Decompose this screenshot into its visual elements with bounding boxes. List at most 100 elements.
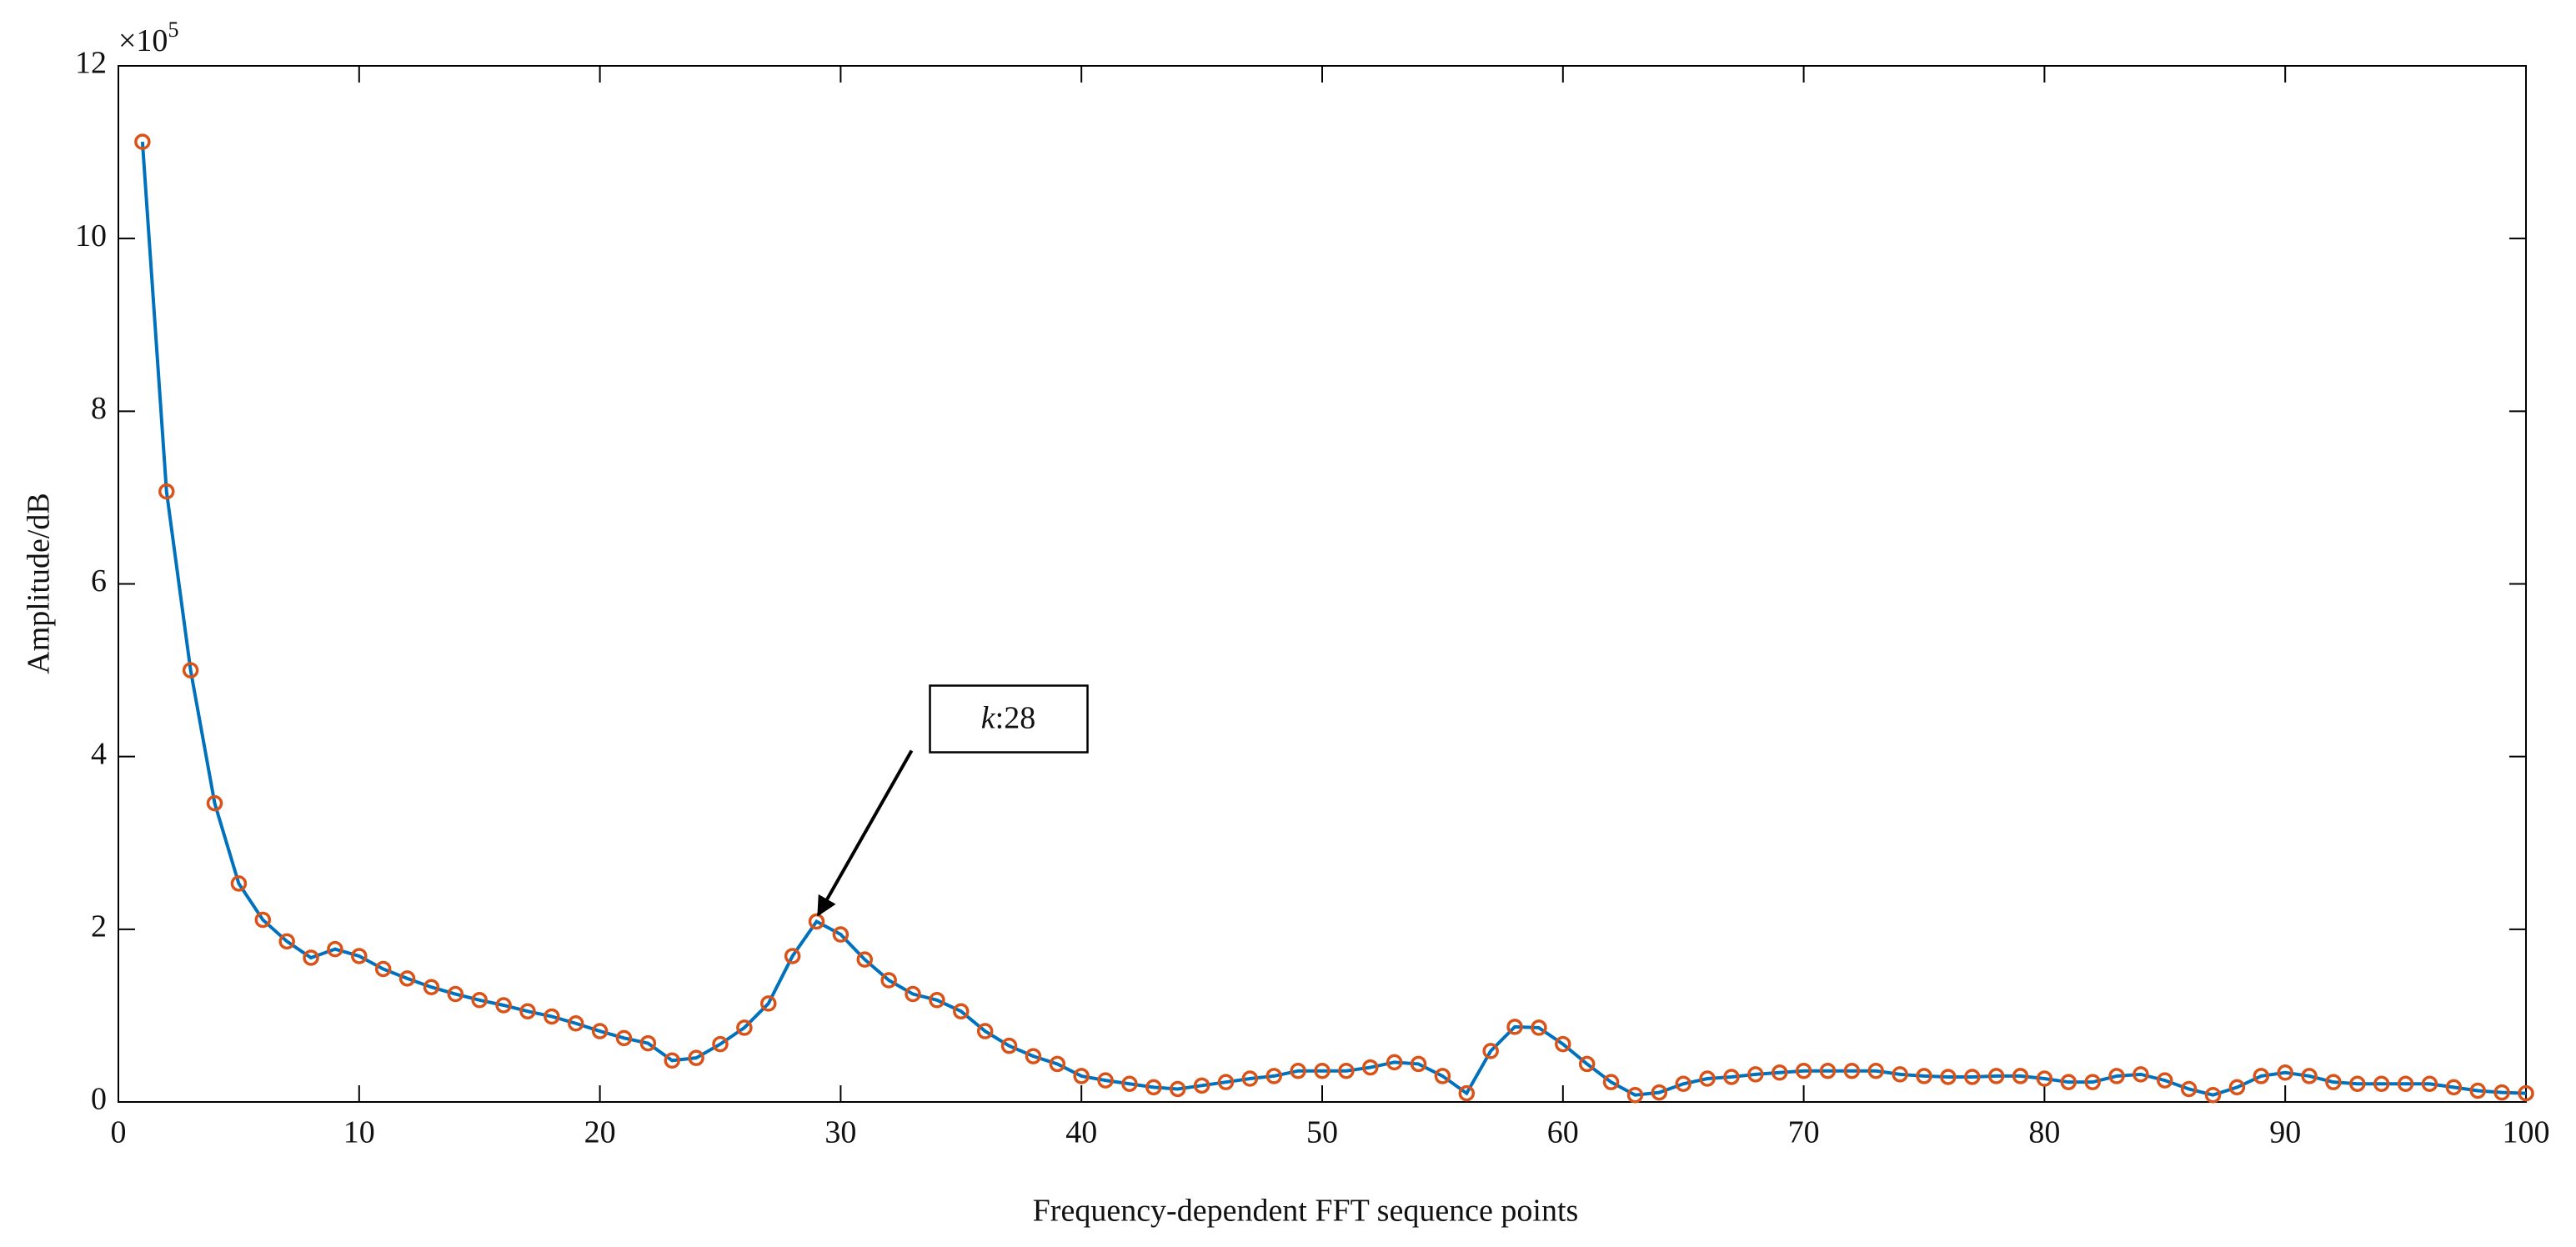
data-point xyxy=(1169,1080,1186,1098)
data-point xyxy=(1290,1062,1306,1079)
x-tick-label: 20 xyxy=(584,1115,616,1150)
data-point xyxy=(1987,1068,2005,1084)
data-point xyxy=(688,1049,704,1066)
data-point xyxy=(1265,1068,1282,1084)
data-point xyxy=(544,1008,560,1025)
x-tick-label: 90 xyxy=(2269,1115,2301,1150)
data-point xyxy=(905,985,921,1003)
data-point xyxy=(2180,1080,2198,1098)
data-point xyxy=(856,951,874,968)
data-point xyxy=(2253,1068,2270,1084)
data-point xyxy=(327,940,343,958)
multiplier-exponent: 5 xyxy=(168,18,178,42)
data-point xyxy=(2228,1079,2246,1096)
data-point xyxy=(1916,1068,1932,1084)
data-point xyxy=(1892,1066,1908,1083)
data-point xyxy=(254,911,272,929)
data-point xyxy=(2132,1066,2149,1083)
data-point xyxy=(1434,1068,1451,1084)
data-point xyxy=(1555,1035,1571,1053)
data-point xyxy=(158,483,175,500)
data-point xyxy=(2469,1082,2486,1099)
data-point xyxy=(2373,1075,2390,1092)
plot-frame xyxy=(118,65,2527,1103)
data-point xyxy=(664,1052,680,1069)
y-tick-label: 0 xyxy=(91,1082,107,1117)
data-point xyxy=(2397,1075,2414,1092)
annotation-box xyxy=(929,684,1089,754)
data-point xyxy=(1795,1062,1812,1079)
data-point xyxy=(374,960,392,978)
data-point xyxy=(2108,1068,2125,1084)
data-point xyxy=(1747,1066,1764,1083)
data-point xyxy=(1193,1077,1210,1094)
data-point xyxy=(1025,1048,1042,1064)
data-point xyxy=(2421,1075,2438,1092)
data-point xyxy=(1145,1079,1162,1096)
data-point xyxy=(1073,1068,1090,1084)
y-tick-label: 8 xyxy=(91,391,107,426)
data-point xyxy=(495,997,512,1014)
data-point xyxy=(471,992,488,1009)
x-tick-label: 80 xyxy=(2028,1115,2060,1150)
x-tick-label: 100 xyxy=(2503,1115,2550,1150)
data-point xyxy=(2349,1075,2366,1092)
data-point xyxy=(303,949,319,966)
data-point xyxy=(2204,1086,2222,1104)
data-point xyxy=(832,926,849,943)
data-point xyxy=(1699,1070,1716,1087)
data-point xyxy=(760,995,777,1012)
y-tick-label: 10 xyxy=(75,218,107,253)
data-point xyxy=(2157,1072,2173,1089)
data-point xyxy=(230,875,248,892)
data-point xyxy=(1338,1062,1355,1079)
series-line xyxy=(140,142,2527,1097)
annotation-arrow xyxy=(816,749,914,917)
data-point xyxy=(1651,1084,1668,1101)
data-point xyxy=(784,948,801,964)
y-tick-label: 12 xyxy=(75,46,107,81)
data-point xyxy=(1458,1084,1476,1102)
data-point xyxy=(2012,1068,2029,1084)
data-point xyxy=(1626,1086,1644,1104)
data-point xyxy=(1217,1074,1235,1090)
data-point xyxy=(1867,1062,1884,1079)
data-point xyxy=(567,1014,584,1032)
data-point xyxy=(639,1034,657,1052)
y-tick-label: 2 xyxy=(91,909,107,944)
y-tick-label: 6 xyxy=(91,563,107,598)
data-point xyxy=(1410,1055,1427,1073)
data-point xyxy=(351,948,368,964)
data-point xyxy=(134,133,151,150)
data-point xyxy=(2518,1084,2534,1102)
data-point xyxy=(1771,1064,1788,1081)
data-point xyxy=(2445,1079,2463,1096)
data-point xyxy=(1049,1055,1066,1073)
annotation-value: :28 xyxy=(995,700,1036,735)
y-multiplier: ×105 xyxy=(118,18,178,58)
multiplier-base: ×10 xyxy=(118,23,168,58)
data-point xyxy=(2036,1070,2053,1087)
x-axis-label: Frequency-dependent FFT sequence points xyxy=(1033,1194,1579,1229)
data-point xyxy=(1964,1069,1981,1085)
data-point xyxy=(398,970,416,987)
data-point xyxy=(2493,1084,2510,1101)
data-point xyxy=(1241,1070,1259,1087)
data-point xyxy=(1843,1062,1861,1079)
data-point xyxy=(591,1023,609,1039)
data-point xyxy=(2325,1074,2342,1090)
data-point xyxy=(1819,1062,1837,1079)
data-point xyxy=(976,1023,994,1039)
data-point xyxy=(1602,1074,1620,1090)
x-tick-label: 30 xyxy=(824,1115,856,1150)
data-point xyxy=(1097,1072,1114,1089)
data-point xyxy=(423,979,440,995)
x-tick-label: 50 xyxy=(1306,1115,1338,1150)
x-tick-label: 60 xyxy=(1547,1115,1579,1150)
x-tick-label: 70 xyxy=(1788,1115,1820,1150)
data-point xyxy=(712,1035,729,1053)
data-point xyxy=(278,933,295,950)
data-point xyxy=(447,985,464,1003)
data-point xyxy=(1940,1069,1957,1085)
data-point xyxy=(2084,1074,2101,1090)
